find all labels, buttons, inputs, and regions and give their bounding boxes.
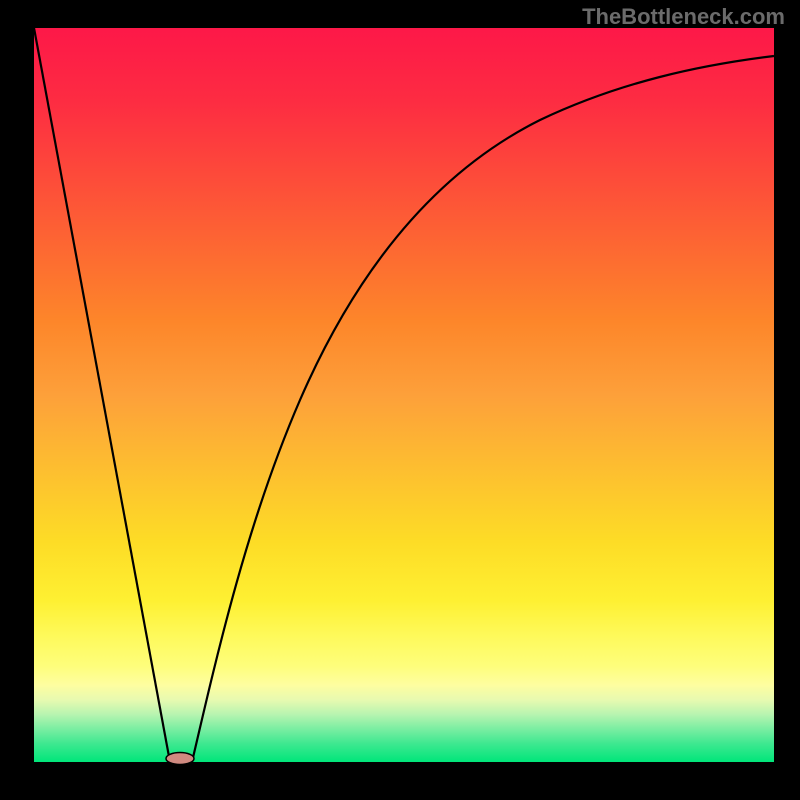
curve-min-marker	[166, 753, 194, 765]
chart-svg	[0, 0, 800, 800]
chart-container: TheBottleneck.com	[0, 0, 800, 800]
watermark-text: TheBottleneck.com	[582, 4, 785, 30]
plot-background	[34, 28, 774, 762]
